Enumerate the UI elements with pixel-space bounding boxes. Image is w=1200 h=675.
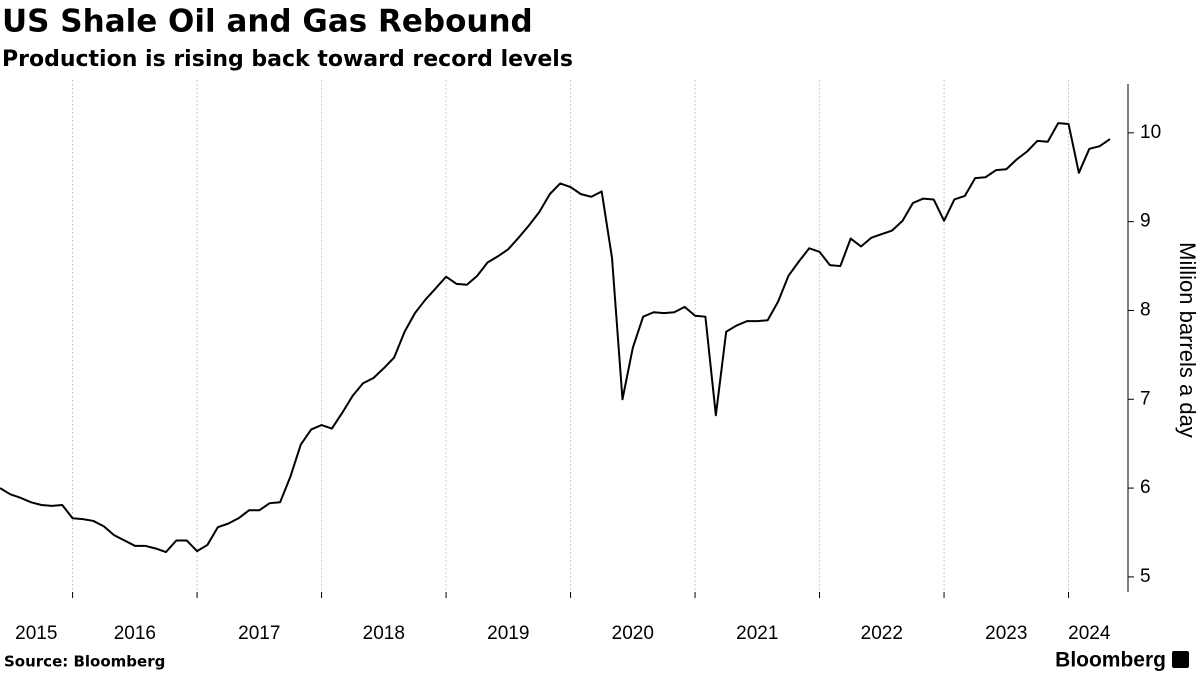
y-tick-label: 6 — [1140, 477, 1151, 498]
brand: Bloomberg — [1055, 649, 1166, 672]
chart-subtitle: Production is rising back toward record … — [2, 47, 573, 72]
x-tick-label: 2018 — [363, 623, 405, 644]
x-tick-label: 2020 — [612, 623, 654, 644]
y-tick-label: 5 — [1140, 566, 1151, 587]
x-tick-label: 2024 — [1068, 623, 1111, 644]
x-tick-label: 2016 — [114, 623, 156, 644]
y-tick-label: 7 — [1140, 388, 1151, 409]
data-line — [0, 122, 1111, 554]
x-tick-label: 2017 — [238, 623, 280, 644]
x-tick-label: 2022 — [861, 623, 903, 644]
source: Source: Bloomberg — [4, 653, 165, 671]
y-tick-label: 10 — [1140, 122, 1161, 143]
chart-title: US Shale Oil and Gas Rebound — [2, 4, 533, 40]
y-tick-label: 9 — [1140, 211, 1151, 232]
x-tick-label: 2021 — [736, 623, 778, 644]
brand-icon — [1172, 651, 1189, 668]
x-tick-label: 2019 — [487, 623, 529, 644]
y-tick-label: 8 — [1140, 299, 1151, 320]
x-tick-label: 2015 — [15, 623, 57, 644]
x-tick-label: 2023 — [985, 623, 1027, 644]
y-axis-label: Million barrels a day — [1175, 242, 1200, 438]
